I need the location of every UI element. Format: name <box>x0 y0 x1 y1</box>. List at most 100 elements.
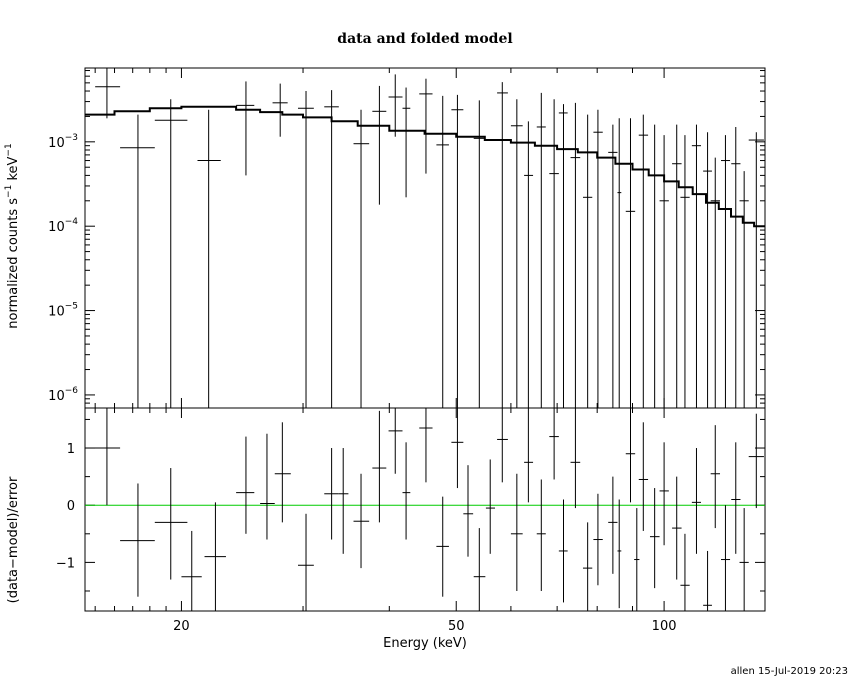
data-point <box>710 157 721 408</box>
data-point <box>582 114 593 408</box>
residual-point <box>419 408 433 483</box>
top-y-axis-label: normalized counts s−1 keV−1 <box>4 143 21 328</box>
top-y-axis-label-exp1: −1 <box>4 185 14 198</box>
residual-point <box>582 522 593 611</box>
data-point <box>570 102 581 408</box>
residual-point <box>593 493 603 586</box>
data-point <box>510 99 523 408</box>
data-point <box>353 109 370 408</box>
data-point <box>297 91 314 408</box>
chart-title: data and folded model <box>337 31 512 47</box>
top-y-axis-label-unit: keV <box>6 156 21 180</box>
top-panel-frame <box>84 67 766 409</box>
model-step-line <box>85 105 765 228</box>
data-point <box>625 118 636 408</box>
residual-point <box>634 508 640 611</box>
y-tick-exponent: −6 <box>65 386 79 396</box>
residual-point <box>485 459 495 554</box>
data-point <box>236 81 255 176</box>
x-tick-label: 100 <box>652 619 677 634</box>
residual-point <box>260 433 275 540</box>
bottom-panel-y-tick-labels: 1 0 −1 <box>56 442 75 571</box>
residual-point <box>353 473 370 569</box>
residual-points <box>85 408 764 611</box>
residual-point <box>497 408 508 483</box>
data-point <box>388 74 403 137</box>
residual-point <box>659 442 669 546</box>
residual-point <box>85 408 121 506</box>
residual-point <box>402 442 411 540</box>
footer-timestamp: allen 15-Jul-2019 20:23 <box>731 666 848 677</box>
residual-point <box>388 408 403 474</box>
y-tick-exponent: −5 <box>65 302 78 312</box>
residual-point <box>672 476 682 580</box>
residual-point <box>324 448 339 540</box>
y-tick-label: 0 <box>67 499 75 514</box>
residual-point <box>731 442 741 554</box>
model-curve <box>85 105 765 228</box>
residual-point <box>463 465 474 557</box>
residual-point <box>608 476 618 574</box>
residual-point <box>236 436 255 534</box>
data-point <box>593 109 603 408</box>
residual-point <box>739 508 749 611</box>
data-point <box>497 82 508 408</box>
residual-point <box>338 448 349 554</box>
residual-point <box>524 408 534 503</box>
data-point <box>536 92 546 408</box>
data-point <box>721 135 731 408</box>
y-tick-label: 10−6 <box>48 386 78 404</box>
bottom-panel-ticks <box>85 408 765 611</box>
y-tick-mantissa: 10 <box>48 389 65 404</box>
y-tick-mantissa: 10 <box>48 220 65 235</box>
data-point <box>197 109 221 408</box>
residual-point <box>436 496 449 597</box>
data-point <box>731 126 741 408</box>
data-point <box>95 68 121 119</box>
data-point <box>549 99 559 408</box>
y-tick-label: 10−3 <box>48 133 78 151</box>
residual-point <box>617 499 622 609</box>
data-point <box>659 135 669 408</box>
residual-point <box>549 408 559 480</box>
bottom-panel-residuals: 1 0 −1 (data−model)/error <box>6 407 766 612</box>
data-points <box>95 68 764 408</box>
residual-point <box>721 505 731 611</box>
y-tick-label: 1 <box>67 442 75 457</box>
top-y-axis-label-text: normalized counts s <box>6 198 21 329</box>
y-tick-mantissa: 10 <box>48 305 65 320</box>
data-point <box>451 94 464 408</box>
y-tick-label: 10−4 <box>48 217 78 235</box>
residual-point <box>204 502 226 611</box>
data-point <box>680 135 690 408</box>
top-panel-ticks <box>85 68 765 409</box>
data-point <box>739 171 749 408</box>
data-point <box>272 83 288 137</box>
data-point <box>436 95 449 408</box>
data-point <box>691 124 702 408</box>
bottom-y-axis-label: (data−model)/error <box>6 476 21 603</box>
residual-point <box>181 530 202 611</box>
data-point <box>649 124 660 408</box>
data-point <box>372 85 387 205</box>
data-point <box>558 104 568 408</box>
residual-point <box>570 408 581 509</box>
x-axis-label: Energy (keV) <box>383 636 467 651</box>
x-tick-labels: 20 50 100 <box>173 619 676 634</box>
y-tick-exponent: −3 <box>65 133 78 143</box>
data-point <box>154 99 188 408</box>
residual-point <box>510 473 523 591</box>
residual-point <box>691 448 702 554</box>
data-point <box>402 87 411 198</box>
residual-point <box>120 483 155 597</box>
y-tick-label: −1 <box>56 556 75 571</box>
data-point <box>324 90 339 408</box>
residual-point <box>558 499 568 603</box>
top-y-axis-label-exp2: −1 <box>4 143 14 156</box>
residual-point <box>372 410 387 523</box>
residual-point <box>451 408 464 489</box>
residual-point <box>536 479 546 591</box>
data-point <box>473 100 486 408</box>
data-point <box>672 124 682 408</box>
